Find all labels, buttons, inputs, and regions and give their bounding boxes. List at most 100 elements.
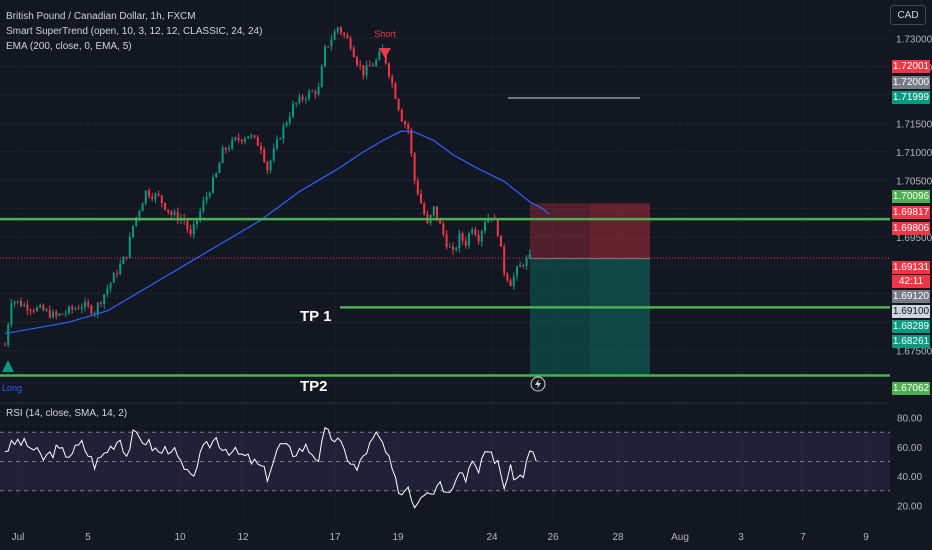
candle-body — [42, 305, 45, 311]
candle-body — [208, 192, 211, 197]
candle-body — [436, 206, 438, 220]
currency-button[interactable]: CAD — [890, 5, 926, 25]
supertrend-legend[interactable]: Smart SuperTrend (open, 10, 3, 12, 12, C… — [6, 26, 263, 37]
candle-body — [212, 177, 214, 193]
candle-body — [496, 219, 499, 236]
candle-body — [276, 139, 278, 149]
candle-body — [4, 344, 6, 346]
candle-body — [461, 233, 464, 241]
x-tick-label: 3 — [738, 532, 744, 543]
candle-body — [61, 313, 64, 315]
y-tick-label: 1.69500 — [896, 233, 932, 244]
candle-body — [509, 280, 512, 287]
candle-body — [144, 190, 147, 204]
ema-line — [4, 130, 550, 335]
candle-body — [343, 33, 346, 35]
short-label: Short — [374, 29, 396, 39]
x-tick-label: 24 — [486, 532, 498, 543]
candle-body — [55, 311, 58, 316]
candle-body — [7, 324, 10, 345]
candle-body — [23, 304, 26, 307]
candle-body — [285, 122, 288, 126]
candle-body — [215, 173, 218, 178]
candle-body — [420, 193, 422, 204]
candle-body — [282, 125, 285, 139]
candle-body — [525, 257, 528, 266]
candle-body — [176, 212, 179, 221]
candle-body — [26, 304, 29, 311]
candle-body — [237, 137, 240, 140]
x-tick-label: 17 — [329, 532, 341, 543]
rsi-legend[interactable]: RSI (14, close, SMA, 14, 2) — [6, 408, 128, 419]
y-tick-label: 1.70500 — [896, 176, 932, 187]
candle-body — [80, 307, 83, 309]
candle-body — [167, 209, 170, 212]
x-tick-label: 19 — [392, 532, 404, 543]
candle-body — [304, 98, 307, 100]
stop-zone — [530, 203, 650, 259]
candle-body — [16, 300, 19, 302]
candle-body — [36, 307, 38, 311]
price-tag: 1.69817 — [892, 206, 930, 219]
candle-body — [205, 196, 208, 201]
symbol-title: British Pound / Canadian Dollar, 1h, FXC… — [6, 11, 196, 22]
candle-body — [74, 308, 77, 310]
candle-body — [324, 46, 326, 67]
candle-body — [516, 267, 518, 277]
rsi-tick-label: 40.00 — [897, 472, 922, 483]
candle-body — [173, 212, 176, 215]
candle-body — [416, 180, 419, 194]
price-tag: 1.69806 — [892, 222, 930, 235]
candle-body — [378, 51, 381, 60]
candle-body — [228, 148, 230, 151]
ema-legend[interactable]: EMA (200, close, 0, EMA, 5) — [6, 41, 132, 52]
price-tag: 1.70096 — [892, 190, 930, 203]
candle-body — [423, 203, 426, 215]
candle-body — [269, 160, 272, 171]
candle-body — [397, 98, 400, 110]
x-tick-label: 5 — [85, 532, 91, 543]
candle-body — [333, 31, 336, 40]
candle-body — [20, 300, 22, 307]
price-tag: 1.68289 — [892, 320, 930, 333]
long-label: Long — [2, 383, 22, 393]
candle-body — [122, 256, 125, 264]
candle-body — [336, 27, 339, 32]
candle-body — [452, 246, 454, 250]
candle-body — [58, 313, 61, 316]
candle-body — [170, 211, 173, 215]
candle-body — [68, 306, 70, 314]
candle-body — [346, 34, 349, 39]
tp2-label: TP2 — [300, 378, 328, 395]
y-tick-label: 1.73000 — [896, 34, 932, 45]
candle-body — [100, 303, 102, 305]
candle-body — [480, 230, 483, 242]
candle-body — [439, 219, 442, 224]
candle-body — [522, 265, 525, 267]
candle-body — [164, 202, 166, 210]
candle-body — [512, 276, 515, 287]
rsi-tick-label: 80.00 — [897, 414, 922, 425]
candle-body — [400, 109, 403, 122]
candle-body — [503, 246, 506, 274]
candle-body — [311, 91, 314, 93]
candle-body — [106, 288, 109, 295]
candle-body — [125, 256, 128, 258]
stop-zone-ext — [590, 203, 650, 259]
candle-body — [266, 161, 269, 171]
candle-body — [240, 139, 243, 142]
candle-body — [327, 46, 330, 48]
lightning-icon-glyph — [535, 379, 541, 389]
x-tick-label: 9 — [863, 532, 869, 543]
candle-body — [484, 222, 486, 231]
candle-body — [45, 309, 48, 311]
candle-body — [224, 147, 227, 151]
candle-body — [234, 137, 237, 140]
candle-body — [64, 313, 67, 315]
candle-body — [250, 135, 253, 137]
candle-body — [71, 306, 74, 310]
candle-body — [128, 236, 131, 258]
candle-body — [256, 136, 259, 146]
candle-body — [308, 91, 310, 99]
